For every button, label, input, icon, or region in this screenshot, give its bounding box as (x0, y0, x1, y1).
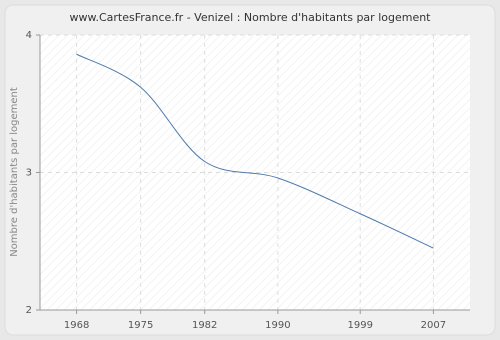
x-tick-label: 1999 (347, 320, 372, 331)
y-axis-label: Nombre d'habitants par logement (9, 87, 20, 257)
y-tick-label: 2 (26, 305, 32, 316)
line (76, 53, 434, 249)
x-tick-label: 1982 (192, 320, 217, 331)
x-tick-label: 1990 (265, 320, 290, 331)
y-tick-label: 3 (26, 168, 32, 179)
x-tick-label: 1968 (64, 320, 89, 331)
x-tick-label: 2007 (421, 320, 446, 331)
chart-title: www.CartesFrance.fr - Venizel : Nombre d… (70, 11, 432, 24)
x-tick-label: 1975 (128, 320, 153, 331)
plot-area (40, 35, 470, 310)
y-tick-label: 4 (26, 30, 32, 41)
